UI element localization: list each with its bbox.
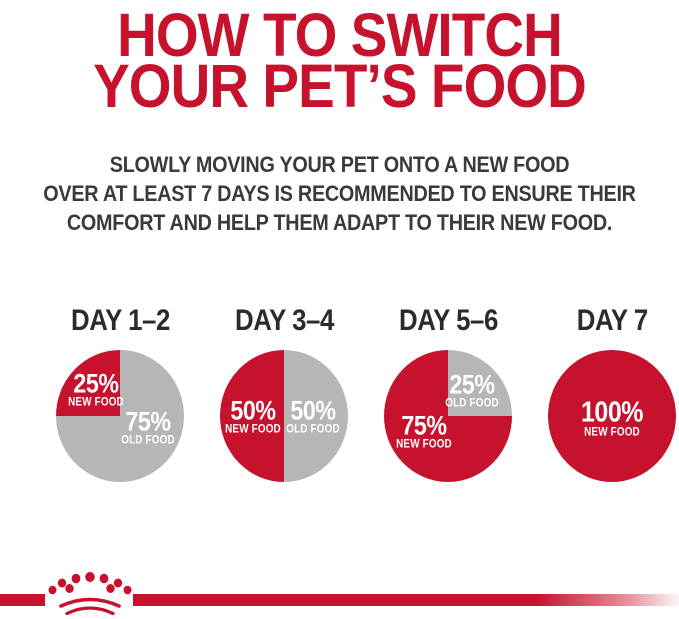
chart-title-day-7: DAY 7 (576, 304, 648, 337)
pie-charts-row: DAY 1–2 25% NEW FOOD 75% OLD FOOD DAY 3–… (0, 304, 679, 482)
pie-label-text: OLD FOOD (121, 434, 175, 447)
pie-label-old-food: 50% OLD FOOD (286, 395, 341, 436)
pie-label-text: NEW FOOD (225, 423, 282, 436)
pie-label-percent: 75% (401, 410, 447, 441)
pie-label-new-food: 100% NEW FOOD (580, 396, 644, 439)
subtitle-line-2: OVER AT LEAST 7 DAYS IS RECOMMENDED TO E… (43, 181, 636, 206)
pie-day-3-4: 50% NEW FOOD 50% OLD FOOD (220, 350, 348, 482)
page-subtitle: SLOWLY MOVING YOUR PET ONTO A NEW FOOD O… (34, 150, 645, 237)
pie-label-text: NEW FOOD (67, 396, 124, 409)
chart-title-day-3-4: DAY 3–4 (234, 304, 334, 337)
pie-label-new-food: 50% NEW FOOD (225, 395, 282, 436)
chart-day-3-4: DAY 3–4 50% NEW FOOD 50% OLD FOOD (210, 304, 358, 482)
footer-red-bar-left (0, 594, 45, 606)
subtitle-line-1: SLOWLY MOVING YOUR PET ONTO A NEW FOOD (109, 152, 570, 177)
chart-day-7: DAY 7 100% NEW FOOD (538, 304, 679, 482)
page-title: HOW TO SWITCH YOUR PET’S FOOD (34, 0, 645, 120)
subtitle-line-3: COMFORT AND HELP THEM ADAPT TO THEIR NEW… (66, 210, 613, 235)
pie-day-7: 100% NEW FOOD (548, 350, 676, 482)
pie-label-text: OLD FOOD (286, 423, 341, 436)
pie-label-text: NEW FOOD (395, 438, 452, 451)
pie-label-old-food: 25% OLD FOOD (445, 369, 500, 410)
royal-canin-crown-logo (48, 572, 132, 616)
pie-label-new-food: 75% NEW FOOD (395, 410, 452, 451)
page-title-line-2: YOUR PET’S FOOD (93, 52, 587, 120)
pie-label-percent: 50% (290, 395, 337, 426)
chart-title-day-5-6: DAY 5–6 (398, 304, 498, 337)
chart-day-5-6: DAY 5–6 25% OLD FOOD 75% NEW FOOD (374, 304, 522, 482)
page-title-line-1: HOW TO SWITCH (117, 1, 563, 69)
pie-label-percent: 25% (449, 369, 496, 400)
pie-day-1-2: 25% NEW FOOD 75% OLD FOOD (56, 350, 184, 482)
chart-day-1-2: DAY 1–2 25% NEW FOOD 75% OLD FOOD (46, 304, 194, 482)
pie-label-percent: 75% (125, 406, 172, 437)
pie-label-percent: 25% (73, 368, 119, 399)
pie-label-old-food: 75% OLD FOOD (121, 406, 175, 447)
pie-label-text: OLD FOOD (445, 397, 500, 410)
pie-label-text: NEW FOOD (584, 426, 640, 439)
footer-red-bar-right (133, 594, 679, 606)
chart-title-day-1-2: DAY 1–2 (70, 304, 170, 337)
pie-label-percent: 100% (580, 396, 644, 429)
pie-day-5-6: 25% OLD FOOD 75% NEW FOOD (384, 350, 512, 482)
pie-label-percent: 50% (230, 395, 277, 426)
pie-label-new-food: 25% NEW FOOD (67, 368, 124, 409)
